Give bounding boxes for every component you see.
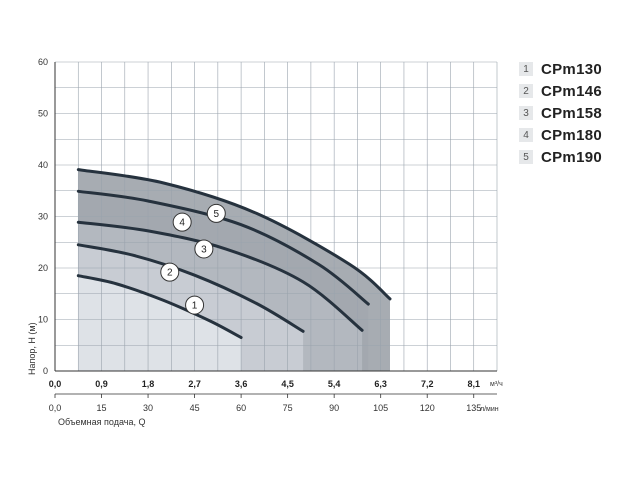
legend-label: CPm158 <box>541 104 603 122</box>
marker-circle-1 <box>185 295 205 315</box>
y-tick-label: 40 <box>38 160 48 170</box>
line-CPm130 <box>76 274 243 339</box>
x-tick-label-m3h: 2,7 <box>188 379 201 389</box>
y-tick-label: 10 <box>38 315 48 325</box>
y-tick-label: 30 <box>38 212 48 222</box>
marker-circle-5 <box>206 203 226 223</box>
x-tick-label-lmin: 45 <box>190 403 200 413</box>
marker-circle-3 <box>194 239 214 259</box>
x-tick-label-m3h: 3,6 <box>235 379 248 389</box>
legend-item: 2 CPm146 <box>519 80 631 102</box>
legend-number: 1 <box>519 62 533 76</box>
x-tick-label-lmin: 75 <box>283 403 293 413</box>
x-tick-labels-m3h: 0,0 0,9 1,8 2,7 3,6 4,5 5,4 6,3 7,2 8,1 <box>49 379 480 389</box>
x-tick-label-lmin: 135 <box>466 403 481 413</box>
x-tick-label-m3h: 0,0 <box>49 379 62 389</box>
x-tick-label-m3h: 4,5 <box>281 379 294 389</box>
band-CPm130 <box>78 275 242 371</box>
y-tick-label: 60 <box>38 57 48 67</box>
axes <box>54 62 497 395</box>
y-tick-label: 20 <box>38 263 48 273</box>
legend-number: 2 <box>519 84 533 98</box>
legend: 1 CPm130 2 CPm146 3 CPm158 4 CPm180 5 CPm190 <box>519 58 631 168</box>
line-CPm146 <box>76 243 305 333</box>
x-tick-label-lmin: 120 <box>420 403 435 413</box>
marker-label-2: 2 <box>167 268 173 279</box>
legend-item: 1 CPm130 <box>519 58 631 80</box>
y-tick-label: 50 <box>38 109 48 119</box>
x-tick-label-m3h: 1,8 <box>142 379 155 389</box>
x-tick-label-lmin: 105 <box>373 403 388 413</box>
legend-label: CPm190 <box>541 148 603 166</box>
legend-label: CPm130 <box>541 60 603 78</box>
legend-number: 3 <box>519 106 533 120</box>
x-tick-label-m3h: 6,3 <box>374 379 387 389</box>
y-tick-label: 0 <box>43 366 48 376</box>
legend-item: 4 CPm180 <box>519 124 631 146</box>
legend-number: 4 <box>519 128 533 142</box>
x-tick-label-m3h: 5,4 <box>328 379 341 389</box>
x-tick-label-m3h: 7,2 <box>421 379 434 389</box>
legend-label: CPm180 <box>541 126 603 144</box>
x-tick-label-m3h: 0,9 <box>95 379 108 389</box>
x-tick-label-lmin: 15 <box>97 403 107 413</box>
legend-item: 3 CPm158 <box>519 102 631 124</box>
marker-label-1: 1 <box>192 301 198 312</box>
x-unit-m3h: м³/ч <box>490 381 503 388</box>
x-tick-label-m3h: 8,1 <box>467 379 480 389</box>
x-tick-label-lmin: 90 <box>329 403 339 413</box>
y-axis-title: Напор, Н (м) <box>27 322 37 375</box>
x-tick-label-lmin: 0,0 <box>49 403 62 413</box>
curve-markers: 1 2 3 4 5 <box>160 203 226 315</box>
legend-label: CPm146 <box>541 82 603 100</box>
marker-label-3: 3 <box>201 244 207 255</box>
marker-label-5: 5 <box>214 209 220 220</box>
line-CPm190 <box>76 168 392 301</box>
x-tick-label-lmin: 60 <box>236 403 246 413</box>
x-tick-label-lmin: 30 <box>143 403 153 413</box>
x-tick-labels-lmin: 0,0 15 30 45 60 75 90 105 120 135 <box>49 394 481 413</box>
marker-circle-2 <box>160 262 180 282</box>
legend-number: 5 <box>519 150 533 164</box>
x-unit-lmin: л/мин <box>480 406 499 413</box>
y-tick-labels: 0 10 20 30 40 50 60 <box>38 57 48 376</box>
marker-label-4: 4 <box>179 218 185 229</box>
line-CPm180 <box>76 189 370 306</box>
legend-item: 5 CPm190 <box>519 146 631 168</box>
marker-circle-4 <box>172 212 192 232</box>
x-axis-title: Объемная подача, Q <box>58 417 145 427</box>
curve-lines <box>76 168 392 339</box>
line-CPm158 <box>76 220 364 332</box>
